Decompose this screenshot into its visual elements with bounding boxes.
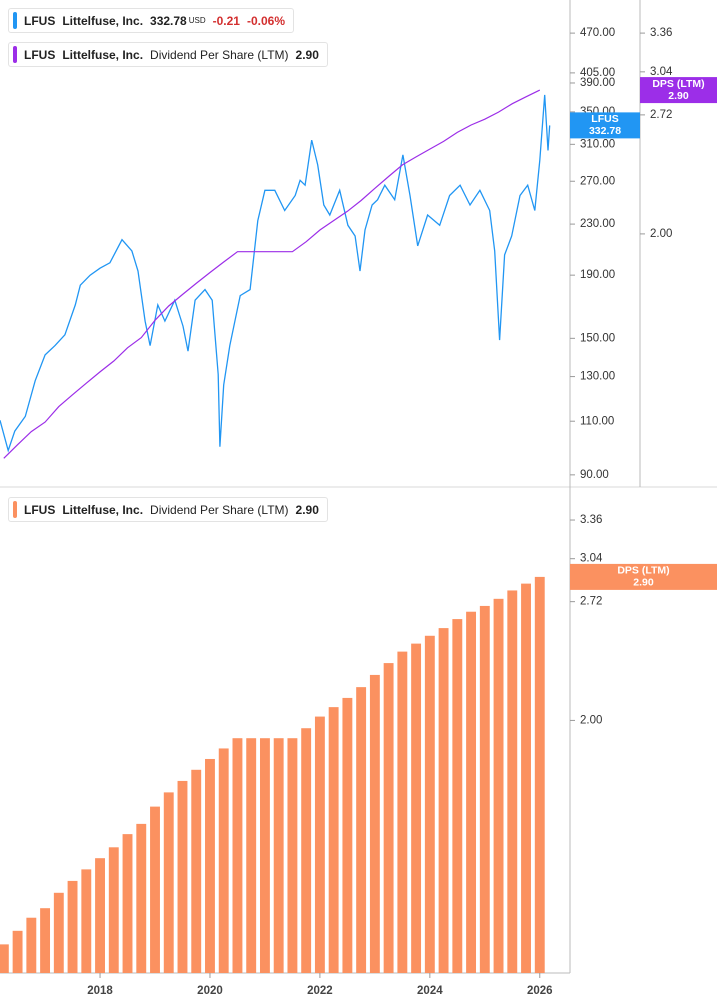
y-tick-label: 470.00 bbox=[580, 27, 615, 39]
bar bbox=[67, 880, 78, 973]
bar bbox=[218, 748, 229, 973]
bar bbox=[534, 576, 545, 973]
y-tick-label: 190.00 bbox=[580, 269, 615, 281]
bar bbox=[163, 792, 174, 973]
legend-symbol: LFUS bbox=[24, 47, 56, 62]
y-tick-label: 2.72 bbox=[580, 596, 602, 608]
y-tick-label: 390.00 bbox=[580, 77, 615, 89]
y-tick-label: 150.00 bbox=[580, 332, 615, 344]
bar bbox=[287, 738, 298, 973]
x-tick-label: 2018 bbox=[87, 985, 113, 997]
bar bbox=[177, 780, 188, 973]
legend-marker bbox=[13, 46, 17, 63]
price-badge bbox=[570, 563, 717, 590]
bar bbox=[26, 917, 37, 973]
y-tick-label: 270.00 bbox=[580, 175, 615, 187]
legend-label: Dividend Per Share (LTM) bbox=[150, 47, 289, 62]
series-line bbox=[3, 89, 541, 459]
bar bbox=[40, 908, 51, 973]
bar bbox=[122, 834, 133, 973]
bar bbox=[0, 944, 9, 973]
bar bbox=[438, 628, 449, 973]
bar bbox=[259, 738, 270, 973]
bar bbox=[81, 869, 92, 973]
badge-label: DPS (LTM) bbox=[652, 78, 704, 90]
bar bbox=[507, 590, 518, 973]
legend-marker bbox=[13, 501, 17, 518]
bar bbox=[205, 758, 215, 973]
legend-symbol: LFUS bbox=[24, 13, 56, 28]
bar bbox=[493, 598, 504, 973]
y-tick-label: 2.72 bbox=[650, 109, 672, 121]
badge-label: 332.78 bbox=[589, 125, 621, 137]
price-badge bbox=[640, 77, 717, 104]
legend-change-pct: -0.06% bbox=[246, 13, 286, 28]
legend-currency: USD bbox=[188, 16, 206, 25]
legend-last-value: 2.90 bbox=[295, 47, 319, 62]
legend: LFUS Littelfuse, Inc. Dividend Per Share… bbox=[8, 42, 328, 67]
y-tick-label: 405.00 bbox=[580, 67, 615, 79]
bar bbox=[411, 643, 422, 973]
y-tick-label: 2.00 bbox=[580, 714, 602, 726]
bar bbox=[314, 716, 325, 973]
x-tick-label: 2020 bbox=[197, 985, 223, 997]
legend: LFUS Littelfuse, Inc. 332.78 USD -0.21 -… bbox=[8, 8, 295, 33]
badge-label: 2.90 bbox=[633, 577, 654, 589]
y-tick-label: 3.36 bbox=[650, 27, 672, 39]
bar bbox=[136, 823, 147, 973]
y-tick-label: 3.04 bbox=[580, 553, 603, 565]
y-tick-label: 110.00 bbox=[580, 415, 614, 427]
bar bbox=[246, 738, 257, 973]
badge-label: LFUS bbox=[591, 113, 618, 125]
legend-last-value: 332.78 bbox=[150, 13, 187, 28]
y-tick-label: 3.04 bbox=[650, 66, 673, 78]
badge-label: DPS (LTM) bbox=[617, 565, 669, 577]
series-line bbox=[0, 94, 551, 453]
legend-marker bbox=[13, 12, 17, 29]
bar bbox=[466, 611, 477, 973]
y-tick-label: 3.36 bbox=[580, 514, 602, 526]
bar bbox=[273, 738, 284, 973]
bar bbox=[369, 674, 380, 973]
bar bbox=[521, 583, 531, 973]
bar bbox=[383, 663, 394, 973]
bar bbox=[95, 858, 105, 973]
bar bbox=[232, 738, 243, 973]
bar bbox=[397, 651, 408, 973]
badge-label: 2.90 bbox=[668, 90, 689, 102]
x-tick-label: 2022 bbox=[307, 985, 333, 997]
bar bbox=[328, 707, 339, 973]
x-tick-label: 2024 bbox=[417, 985, 443, 997]
legend-change: -0.21 bbox=[212, 13, 240, 28]
y-tick-label: 230.00 bbox=[580, 218, 615, 230]
y-tick-label: 2.00 bbox=[650, 228, 672, 240]
bar bbox=[12, 930, 23, 973]
bar bbox=[108, 847, 119, 973]
bar bbox=[53, 892, 64, 973]
y-tick-label: 310.00 bbox=[580, 138, 615, 150]
bar bbox=[356, 687, 367, 973]
legend: LFUS Littelfuse, Inc. Dividend Per Share… bbox=[8, 497, 328, 522]
bar bbox=[342, 697, 353, 973]
legend-label: Dividend Per Share (LTM) bbox=[150, 502, 289, 517]
bar bbox=[479, 605, 490, 973]
legend-company: Littelfuse, Inc. bbox=[62, 502, 144, 517]
bar bbox=[301, 728, 312, 973]
bar bbox=[150, 806, 160, 973]
bar bbox=[452, 619, 463, 973]
x-tick-label: 2026 bbox=[527, 985, 553, 997]
legend-symbol: LFUS bbox=[24, 502, 56, 517]
price-badge bbox=[570, 112, 640, 139]
y-tick-label: 130.00 bbox=[580, 371, 615, 383]
bar bbox=[424, 635, 435, 973]
legend-label: Littelfuse, Inc. bbox=[62, 13, 144, 28]
legend-company: Littelfuse, Inc. bbox=[62, 47, 144, 62]
legend-last-value: 2.90 bbox=[295, 502, 319, 517]
y-tick-label: 90.00 bbox=[580, 469, 609, 481]
bar bbox=[191, 769, 202, 973]
